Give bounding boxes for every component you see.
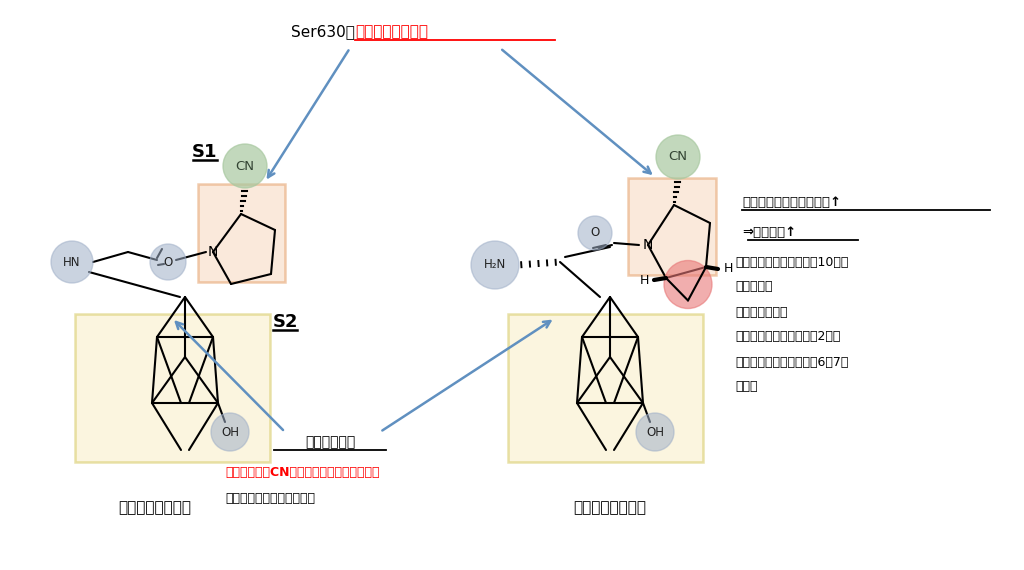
Text: 阔害活性: 阔害活性	[735, 280, 772, 294]
Text: サキサグリプチン: サキサグリプチン	[573, 500, 646, 515]
Text: ビルダグリプチン: ビルダグリプチン	[119, 500, 191, 515]
Text: ・半減期も長い: ・半減期も長い	[735, 306, 787, 319]
Text: 可逆的な共有結合: 可逆的な共有結合	[355, 25, 428, 39]
Text: OH: OH	[221, 425, 239, 438]
Text: HN: HN	[63, 255, 81, 268]
Text: OH: OH	[646, 425, 664, 438]
Circle shape	[150, 244, 186, 280]
Text: ・広範囲な疏水性相互作用: ・広範囲な疏水性相互作用	[225, 491, 315, 504]
FancyBboxPatch shape	[628, 178, 716, 275]
Text: S1: S1	[193, 143, 218, 161]
Text: N: N	[643, 238, 653, 252]
Text: H: H	[723, 263, 733, 275]
Circle shape	[211, 413, 249, 451]
Circle shape	[223, 144, 267, 188]
Text: S2: S2	[272, 313, 298, 331]
FancyBboxPatch shape	[75, 314, 270, 462]
FancyBboxPatch shape	[198, 184, 285, 282]
Text: ・ビルダグリプチンの絀10倍の: ・ビルダグリプチンの絀10倍の	[735, 255, 848, 268]
Text: N: N	[208, 245, 218, 259]
Circle shape	[636, 413, 674, 451]
Text: CN: CN	[669, 150, 687, 164]
Text: アダマンタン: アダマンタン	[305, 435, 355, 449]
Text: H: H	[639, 274, 648, 287]
Text: （ビルダグリプチン：約2時間: （ビルダグリプチン：約2時間	[735, 331, 841, 344]
Circle shape	[51, 241, 93, 283]
Text: CN: CN	[236, 160, 255, 173]
Text: ⇒阔害活性↑: ⇒阔害活性↑	[742, 226, 797, 238]
Text: H₂N: H₂N	[484, 259, 506, 271]
Text: O: O	[591, 226, 600, 239]
Text: 間）: 間）	[735, 381, 758, 393]
Text: ・アミノ基とCN基の分子内自己縮合を防ぐ: ・アミノ基とCN基の分子内自己縮合を防ぐ	[225, 466, 380, 478]
Circle shape	[656, 135, 700, 179]
FancyBboxPatch shape	[508, 314, 703, 462]
Text: サキサグリプチン：約6～7時: サキサグリプチン：約6～7時	[735, 356, 848, 368]
Text: Ser630と: Ser630と	[291, 25, 355, 39]
Circle shape	[578, 216, 612, 250]
Text: O: O	[164, 255, 173, 268]
Text: 疏水性相互作用で安定性↑: 疏水性相互作用で安定性↑	[742, 196, 841, 209]
Circle shape	[471, 241, 519, 289]
Circle shape	[664, 260, 712, 308]
